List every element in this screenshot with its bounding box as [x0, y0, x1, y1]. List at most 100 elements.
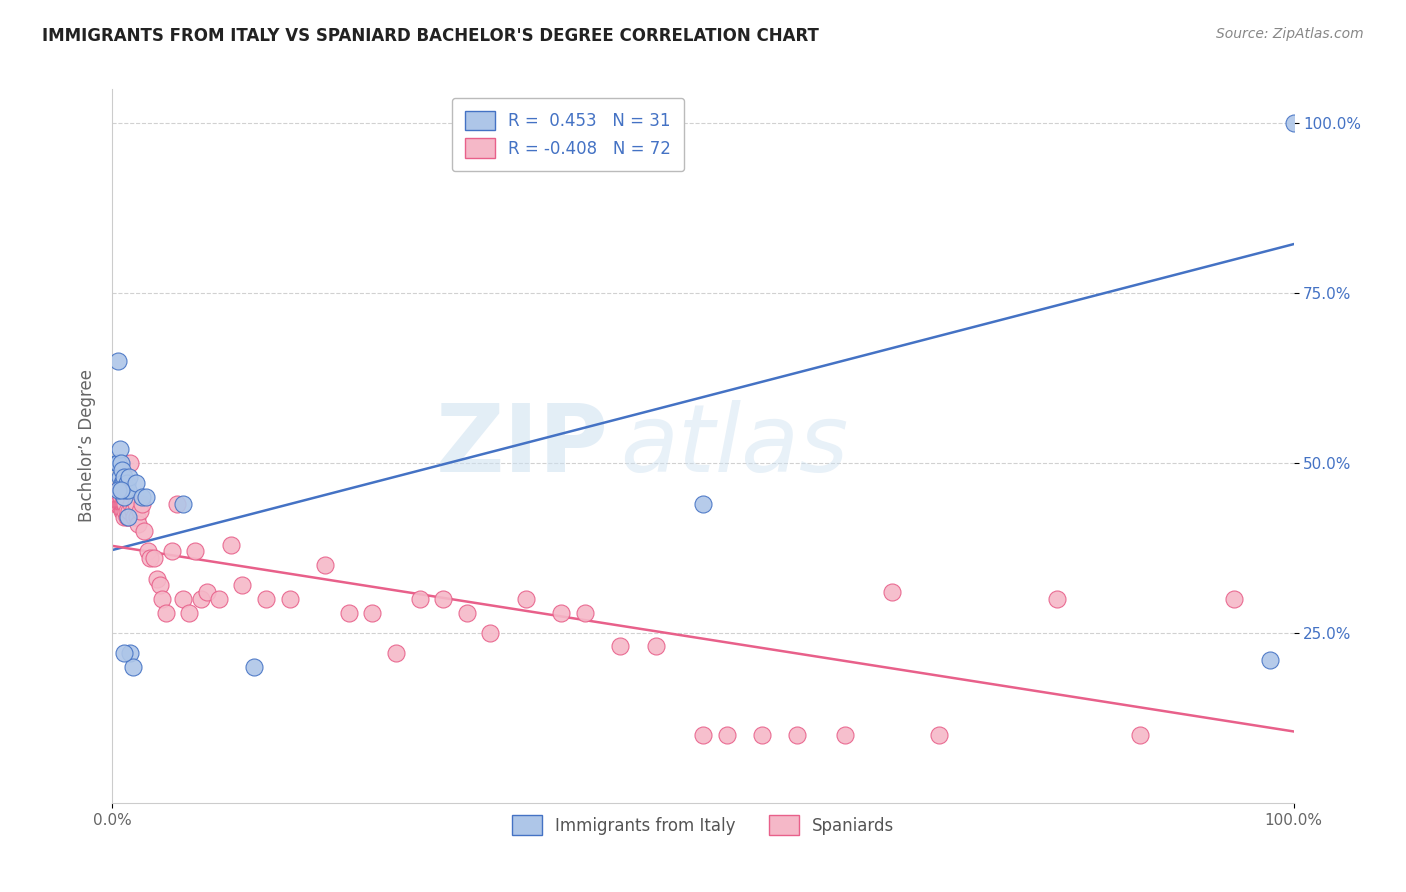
- Text: ZIP: ZIP: [436, 400, 609, 492]
- Point: [105, 497, 128, 511]
- Point: [195, 585, 218, 599]
- Point: [134, 524, 156, 538]
- Point: [112, 490, 135, 504]
- Legend: Immigrants from Italy, Spaniards: Immigrants from Italy, Spaniards: [498, 802, 908, 848]
- Point: [786, 728, 808, 742]
- Point: [110, 497, 132, 511]
- Point: [110, 490, 132, 504]
- Point: [166, 497, 188, 511]
- Point: [128, 503, 150, 517]
- Point: [609, 640, 631, 654]
- Point: [515, 591, 537, 606]
- Point: [107, 354, 129, 368]
- Point: [160, 544, 183, 558]
- Point: [361, 606, 384, 620]
- Point: [114, 497, 136, 511]
- Point: [127, 517, 149, 532]
- Point: [146, 572, 169, 586]
- Point: [120, 646, 142, 660]
- Point: [122, 510, 145, 524]
- Point: [314, 558, 336, 572]
- Point: [208, 591, 231, 606]
- Point: [125, 497, 148, 511]
- Point: [107, 483, 129, 498]
- Point: [550, 606, 572, 620]
- Point: [278, 591, 301, 606]
- Point: [118, 503, 141, 517]
- Point: [117, 510, 139, 524]
- Point: [385, 646, 408, 660]
- Point: [179, 606, 201, 620]
- Point: [120, 497, 142, 511]
- Point: [155, 606, 177, 620]
- Point: [125, 476, 148, 491]
- Point: [105, 456, 128, 470]
- Point: [110, 483, 132, 498]
- Point: [139, 551, 162, 566]
- Point: [111, 463, 134, 477]
- Point: [131, 490, 153, 504]
- Point: [432, 591, 454, 606]
- Point: [120, 456, 142, 470]
- Point: [121, 503, 143, 517]
- Point: [231, 578, 253, 592]
- Point: [644, 640, 666, 654]
- Point: [142, 551, 165, 566]
- Point: [107, 497, 129, 511]
- Point: [172, 591, 194, 606]
- Point: [150, 591, 173, 606]
- Text: atlas: atlas: [620, 401, 849, 491]
- Point: [110, 483, 132, 498]
- Point: [928, 728, 950, 742]
- Point: [111, 476, 134, 491]
- Point: [716, 728, 738, 742]
- Point: [136, 544, 159, 558]
- Point: [112, 646, 135, 660]
- Point: [112, 469, 135, 483]
- Point: [751, 728, 773, 742]
- Point: [117, 510, 139, 524]
- Point: [127, 510, 149, 524]
- Point: [121, 660, 143, 674]
- Point: [112, 476, 135, 491]
- Point: [115, 503, 138, 517]
- Point: [184, 544, 207, 558]
- Point: [131, 497, 153, 511]
- Point: [114, 483, 136, 498]
- Point: [105, 490, 128, 504]
- Point: [111, 503, 134, 517]
- Point: [408, 591, 430, 606]
- Y-axis label: Bachelor’s Degree: Bachelor’s Degree: [77, 369, 96, 523]
- Point: [108, 497, 131, 511]
- Point: [692, 728, 714, 742]
- Point: [115, 476, 138, 491]
- Point: [115, 510, 138, 524]
- Point: [337, 606, 360, 620]
- Point: [110, 456, 132, 470]
- Point: [834, 728, 856, 742]
- Point: [107, 483, 129, 498]
- Point: [456, 606, 478, 620]
- Point: [243, 660, 266, 674]
- Point: [108, 442, 131, 457]
- Point: [479, 626, 502, 640]
- Point: [108, 483, 131, 498]
- Point: [149, 578, 172, 592]
- Point: [1223, 591, 1246, 606]
- Text: IMMIGRANTS FROM ITALY VS SPANIARD BACHELOR'S DEGREE CORRELATION CHART: IMMIGRANTS FROM ITALY VS SPANIARD BACHEL…: [42, 27, 820, 45]
- Point: [574, 606, 596, 620]
- Point: [1129, 728, 1152, 742]
- Point: [114, 503, 136, 517]
- Point: [118, 469, 141, 483]
- Point: [880, 585, 903, 599]
- Point: [117, 483, 139, 498]
- Point: [254, 591, 277, 606]
- Point: [692, 497, 714, 511]
- Point: [1046, 591, 1069, 606]
- Point: [112, 510, 135, 524]
- Point: [107, 456, 129, 470]
- Point: [190, 591, 212, 606]
- Text: Source: ZipAtlas.com: Source: ZipAtlas.com: [1216, 27, 1364, 41]
- Point: [111, 497, 134, 511]
- Point: [112, 483, 135, 498]
